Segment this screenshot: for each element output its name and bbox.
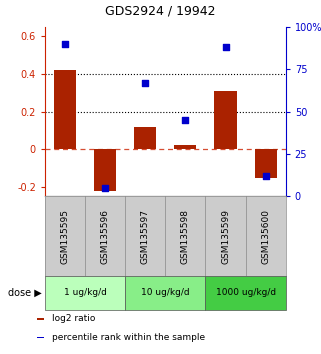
Bar <box>45 276 125 310</box>
Bar <box>214 91 237 149</box>
Text: GSM135595: GSM135595 <box>60 209 70 264</box>
Point <box>223 44 228 50</box>
Bar <box>134 127 156 149</box>
Text: percentile rank within the sample: percentile rank within the sample <box>52 333 205 342</box>
Point <box>102 185 108 191</box>
Text: 1 ug/kg/d: 1 ug/kg/d <box>64 289 107 297</box>
Point <box>143 80 148 85</box>
Bar <box>37 318 44 320</box>
Bar <box>37 337 44 338</box>
Text: GSM135597: GSM135597 <box>141 209 150 264</box>
Text: dose ▶: dose ▶ <box>8 288 42 298</box>
Text: 1000 ug/kg/d: 1000 ug/kg/d <box>215 289 276 297</box>
Point <box>183 117 188 123</box>
Point <box>62 41 67 46</box>
Point <box>263 173 268 179</box>
Text: GSM135600: GSM135600 <box>261 209 270 264</box>
Text: GDS2924 / 19942: GDS2924 / 19942 <box>105 5 216 18</box>
Bar <box>255 149 277 178</box>
Bar <box>174 145 196 149</box>
Bar <box>125 276 205 310</box>
Text: log2 ratio: log2 ratio <box>52 314 96 323</box>
Bar <box>205 276 286 310</box>
Text: GSM135596: GSM135596 <box>100 209 110 264</box>
Bar <box>54 70 76 149</box>
Text: GSM135599: GSM135599 <box>221 209 230 264</box>
Bar <box>94 149 116 191</box>
Text: 10 ug/kg/d: 10 ug/kg/d <box>141 289 190 297</box>
Text: GSM135598: GSM135598 <box>181 209 190 264</box>
